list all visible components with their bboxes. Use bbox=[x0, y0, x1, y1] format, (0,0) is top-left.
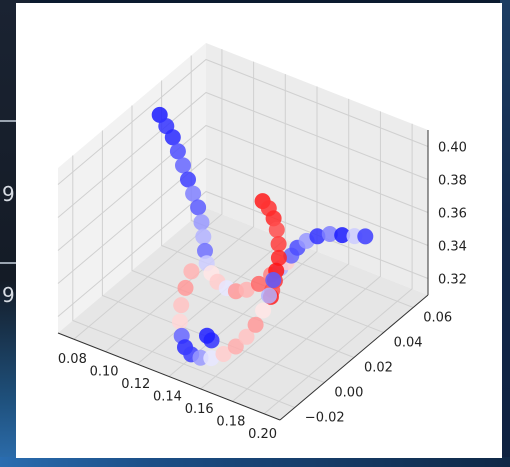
x-tick-label: 0.18 bbox=[216, 414, 245, 429]
grid-line-z bbox=[57, 124, 429, 251]
z-tick-label: 0.36 bbox=[438, 207, 467, 222]
background-digit: 9 bbox=[2, 182, 15, 206]
data-point bbox=[197, 242, 213, 259]
data-point bbox=[195, 228, 212, 245]
3d-scatter-plot: 0.080.100.120.140.160.180.20−0.020.000.0… bbox=[57, 43, 467, 442]
data-point bbox=[309, 228, 326, 245]
x-tick-label: 0.20 bbox=[248, 427, 277, 442]
grid-line-x bbox=[73, 49, 223, 340]
grid-line-x bbox=[232, 111, 381, 402]
data-point bbox=[321, 226, 338, 242]
y-tick-label: 0.06 bbox=[423, 311, 452, 326]
data-point bbox=[268, 221, 285, 238]
data-point bbox=[255, 302, 272, 319]
grid-line-y bbox=[161, 80, 384, 333]
grid-line-z bbox=[57, 91, 429, 218]
x-tick-label: 0.16 bbox=[185, 402, 214, 417]
grid-line-x bbox=[263, 123, 413, 415]
data-point bbox=[334, 227, 351, 244]
data-point bbox=[180, 171, 196, 188]
data-point bbox=[215, 346, 232, 362]
grid-line-z bbox=[57, 58, 429, 185]
data-point bbox=[357, 228, 374, 245]
y-tick-label: 0.04 bbox=[394, 336, 423, 351]
grid-line-y bbox=[72, 155, 295, 408]
data-point bbox=[261, 287, 277, 304]
grid-line-x bbox=[200, 98, 350, 390]
data-point bbox=[270, 236, 287, 252]
data-point bbox=[193, 214, 210, 231]
grid-line-y bbox=[131, 105, 355, 358]
grid-line-x bbox=[168, 86, 318, 377]
data-point bbox=[199, 327, 215, 344]
z-tick-label: 0.38 bbox=[438, 174, 467, 189]
data-point bbox=[175, 157, 191, 174]
background-panel-bottom bbox=[0, 457, 510, 467]
z-tick-label: 0.34 bbox=[438, 240, 467, 255]
grid-line-z bbox=[57, 157, 429, 284]
data-point bbox=[203, 350, 220, 367]
x-axis-line bbox=[57, 332, 281, 421]
y-tick-label: −0.02 bbox=[305, 411, 345, 426]
background-panel-right bbox=[500, 0, 510, 467]
y-axis-line bbox=[279, 294, 429, 421]
x-tick-label: 0.10 bbox=[90, 365, 119, 380]
data-point bbox=[227, 338, 244, 355]
x-tick-label: 0.14 bbox=[153, 390, 182, 405]
background-digit: 9 bbox=[2, 283, 15, 307]
data-point bbox=[270, 249, 287, 266]
data-point bbox=[164, 129, 181, 146]
y-tick-label: 0.00 bbox=[334, 386, 363, 401]
x-tick-label: 0.08 bbox=[58, 352, 87, 367]
data-point bbox=[265, 272, 282, 288]
data-point bbox=[190, 199, 207, 216]
y-tick-label: 0.02 bbox=[364, 361, 393, 376]
data-point bbox=[238, 328, 255, 345]
grid-line-z bbox=[57, 190, 429, 317]
data-point bbox=[183, 263, 200, 280]
figure-canvas: 0.08 0.10 0.12 0.14 0.16 0.18 0.20 −0.02 0.00 0.0… bbox=[16, 3, 502, 458]
divider-line bbox=[0, 120, 30, 122]
data-point bbox=[250, 275, 267, 292]
z-tick-label: 0.40 bbox=[438, 141, 467, 156]
grid-line-y bbox=[101, 130, 325, 383]
data-point bbox=[185, 185, 202, 202]
divider-line bbox=[0, 262, 30, 264]
data-point bbox=[177, 279, 194, 296]
z-tick-label: 0.32 bbox=[438, 273, 467, 288]
grid-line-x bbox=[105, 61, 255, 352]
data-point bbox=[247, 316, 264, 333]
grid-line-y bbox=[190, 55, 414, 308]
data-point bbox=[173, 297, 190, 314]
data-point bbox=[171, 313, 188, 330]
data-point bbox=[238, 281, 255, 298]
x-tick-label: 0.12 bbox=[121, 377, 150, 392]
data-point bbox=[169, 143, 186, 160]
